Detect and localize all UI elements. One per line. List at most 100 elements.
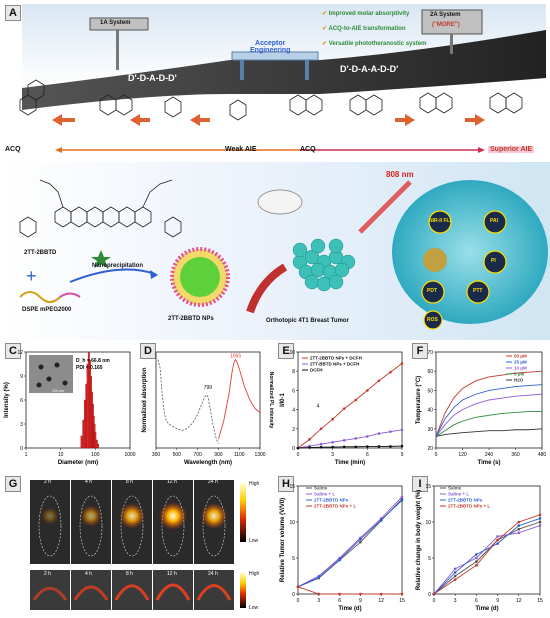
legend-label: 2TT-2BBTD NPs <box>448 498 483 503</box>
x-tick-label: 500 <box>173 452 182 458</box>
slope-annotation: 4 <box>316 404 319 410</box>
check-icon: ✔ <box>322 26 328 32</box>
data-point <box>517 527 521 531</box>
time-label-pa: 8 h <box>126 571 133 577</box>
y-axis-label: Intensity (%) <box>4 382 10 418</box>
series-line <box>435 428 543 437</box>
panel-letter-g: G <box>5 476 21 492</box>
data-point <box>400 428 404 432</box>
x-tick-label: 1 <box>25 452 28 458</box>
nps-label: 2TT-2BBTD NPs <box>168 316 214 322</box>
data-point <box>538 520 542 524</box>
x-tick-label: 0 <box>435 452 438 458</box>
x-tick-label: 6 <box>366 452 369 458</box>
series-line <box>297 496 403 588</box>
chart-h: 0 3 6 9 12 15 0 5 10 15 Time (d) Relative Tumor vol… <box>280 484 405 612</box>
panel-letter-f: F <box>412 343 428 359</box>
x-tick-label: 1100 <box>234 452 245 458</box>
x-tick-label: 15 <box>399 598 405 604</box>
data-point <box>517 520 521 524</box>
data-point <box>453 571 457 574</box>
data-point <box>475 553 478 556</box>
panel-letter-a: A <box>5 5 21 21</box>
y-tick-label: 15 <box>289 484 295 490</box>
data-point <box>400 499 404 502</box>
tem-inset <box>29 355 73 393</box>
y-tick-label: 2 <box>292 427 295 433</box>
series-line <box>297 363 403 449</box>
histogram-bar <box>83 399 86 449</box>
series-line <box>297 445 403 449</box>
weak-aie-label: Weak AIE <box>225 146 257 153</box>
data-point <box>389 370 392 374</box>
y-axis-label: I/I0-1 <box>280 393 286 407</box>
legend-label: 5 μM <box>514 372 525 377</box>
plot-frame <box>155 351 261 449</box>
panel-g-imaging <box>30 480 246 610</box>
histogram-bar <box>94 431 97 449</box>
data-point <box>342 439 346 442</box>
check-2: ✔ ACQ-to-AIE transformation <box>322 25 405 32</box>
series-line <box>435 384 543 437</box>
mode-ptt: PTT <box>473 288 483 294</box>
panel-letter-h: H <box>278 476 294 492</box>
cell <box>392 180 548 324</box>
y-tick-label: 6 <box>20 398 23 404</box>
data-point <box>331 440 334 444</box>
data-point <box>400 444 404 448</box>
x-tick-label: 3 <box>454 598 457 604</box>
y-axis-label: Relative change in body weight (%) <box>416 490 422 590</box>
x-tick-label: 900 <box>214 452 223 458</box>
pa-image-tile <box>71 570 111 610</box>
y-tick-label: 9 <box>20 374 23 380</box>
series-line <box>297 586 402 595</box>
data-point <box>400 362 404 365</box>
chart-c: 1 10 100 1000 0 3 6 9 12 Diameter (nm) Intensity (… <box>4 350 136 466</box>
x-tick-label: 9 <box>359 598 362 604</box>
series-line <box>297 500 403 588</box>
x-tick-label: 15 <box>537 598 543 604</box>
y-tick-label: 0 <box>428 592 431 598</box>
legend-label: H2O <box>514 378 524 383</box>
y-axis-label-right: Normalized PL intensity <box>268 372 274 429</box>
x-axis-label: Time (min) <box>335 460 365 466</box>
svg-text:+: + <box>26 266 37 286</box>
time-label-fl: 2 h <box>44 479 51 485</box>
check-icon: ✔ <box>322 11 328 17</box>
mouse-outline <box>79 495 103 557</box>
tem-particle <box>36 382 42 388</box>
plot-frame <box>297 351 403 449</box>
data-point <box>338 592 341 596</box>
y-tick-label: 10 <box>289 520 295 526</box>
time-label-fl: 8 h <box>126 479 133 485</box>
panel-b-graphic: + <box>0 162 550 340</box>
data-point <box>338 558 341 561</box>
data-point <box>319 442 323 446</box>
acceptor-engineering-label: Acceptor Engineering <box>250 40 291 54</box>
legend-label: 2TT-2BBTD NPs + DCFH <box>310 356 362 361</box>
legend-label: 2TT-2BBTD NPs <box>314 498 349 503</box>
pdi-annotation: PDI = 0.165 <box>76 365 103 371</box>
data-point <box>354 398 358 402</box>
data-point <box>389 430 392 433</box>
mouse-icon <box>257 189 303 215</box>
colorbar-low-bottom: Low <box>249 605 259 611</box>
data-point <box>377 379 381 383</box>
panel-letter-e: E <box>278 343 294 359</box>
data-point <box>308 438 311 441</box>
peak-label-abs: 799 <box>204 385 213 391</box>
laser-label: 808 nm <box>386 170 414 179</box>
data-point <box>342 407 346 410</box>
legend-label: Saline + L <box>448 492 469 497</box>
data-point <box>331 417 334 421</box>
x-tick-label: 240 <box>485 452 494 458</box>
tem-particle <box>54 362 60 368</box>
x-axis-label: Diameter (nm) <box>58 460 98 466</box>
data-point <box>359 540 362 544</box>
y-tick-label: 8 <box>292 369 295 375</box>
data-point <box>296 446 300 450</box>
peak-label-pl: 1065 <box>230 354 241 360</box>
x-tick-label: 0 <box>433 598 436 604</box>
pa-image-tile <box>194 570 234 610</box>
y-tick-label: 6 <box>292 388 295 394</box>
